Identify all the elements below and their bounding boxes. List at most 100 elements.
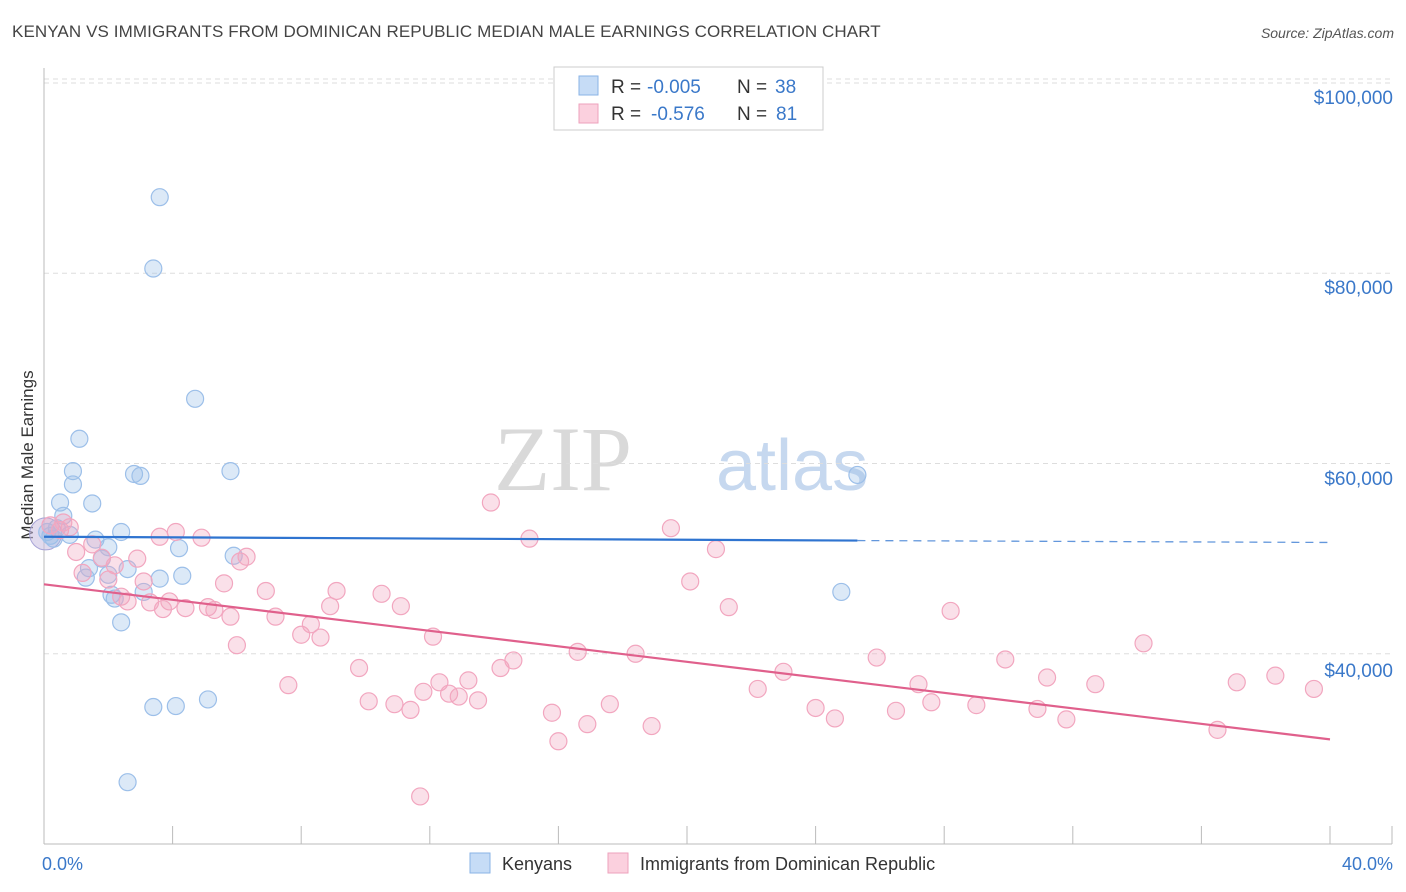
kenyans-point-25 <box>144 259 163 278</box>
dominican-point-41 <box>401 700 420 719</box>
dominican-point-82 <box>1266 666 1285 685</box>
dominican-point-58 <box>626 644 645 663</box>
dominican-point-46 <box>449 687 468 706</box>
dominican-point-83 <box>1304 679 1324 699</box>
kenyans-point-26 <box>144 697 163 717</box>
legend-n-label-2: N = <box>737 104 767 125</box>
legend-r-value-1: -0.005 <box>647 77 701 98</box>
dominican-point-72 <box>941 601 960 621</box>
dominican-point-34 <box>321 597 340 616</box>
kenyans-point-7 <box>63 462 83 481</box>
dominican-point-16 <box>153 599 173 619</box>
legend-n-value-2: 81 <box>776 104 797 125</box>
dominican-point-80 <box>1208 720 1227 739</box>
kenyans-point-38 <box>848 465 867 485</box>
dominican-point-69 <box>886 701 906 720</box>
kenyans-trend-extension <box>857 539 1331 544</box>
kenyans-point-32 <box>186 389 205 408</box>
dominican-point-13 <box>134 572 153 591</box>
dominican-point-38 <box>372 584 391 603</box>
kenyans-point-8 <box>63 475 83 494</box>
legend-swatch-kenyans <box>578 75 599 96</box>
legend-swatch-dominican <box>578 103 599 124</box>
kenyans-point-5 <box>54 506 73 525</box>
y-axis-label: Median Male Earnings <box>18 370 37 539</box>
trend-lines <box>43 535 1331 741</box>
dominican-point-5 <box>73 563 92 583</box>
dominican-point-4 <box>67 542 86 562</box>
kenyans-point-20 <box>112 613 131 632</box>
dominican-point-17 <box>160 592 179 611</box>
y-tick-label-60000: $60,000 <box>1324 469 1393 490</box>
dominican-point-54 <box>549 732 568 751</box>
y-tick-label-100000: $100,000 <box>1314 88 1393 109</box>
kenyans-point-23 <box>131 466 150 485</box>
kenyans-point-30 <box>169 539 189 558</box>
dominican-point-78 <box>1086 675 1105 694</box>
dominican-point-79 <box>1134 634 1153 653</box>
watermark-zip: ZIP <box>494 408 632 510</box>
legend-n-value-1: 38 <box>775 77 796 98</box>
dominican-point-36 <box>349 658 369 678</box>
dominican-point-6 <box>83 535 102 554</box>
dominican-point-64 <box>748 679 767 699</box>
dominican-point-40 <box>391 597 410 616</box>
dominican-point-9 <box>105 556 124 575</box>
x-tick-label-min: 0.0% <box>42 854 83 874</box>
dominican-point-68 <box>867 648 886 667</box>
y-tick-label-80000: $80,000 <box>1324 278 1393 299</box>
dominican-point-12 <box>128 549 147 568</box>
dominican-point-81 <box>1227 673 1246 692</box>
dominican-point-63 <box>719 598 738 617</box>
x-tick-label-max: 40.0% <box>1342 854 1393 874</box>
dominican-point-3 <box>60 518 79 537</box>
dominican-point-24 <box>221 607 240 626</box>
dominican-point-47 <box>459 671 478 690</box>
dominican-point-66 <box>806 698 825 718</box>
watermark: ZIP atlas <box>494 408 868 510</box>
legend-n-label-1: N = <box>737 77 767 98</box>
dominican-point-11 <box>118 592 137 611</box>
dominican-point-23 <box>214 574 234 593</box>
dominican-point-55 <box>568 642 587 661</box>
dominican-point-25 <box>227 636 246 655</box>
y-tick-label-40000: $40,000 <box>1324 661 1393 682</box>
dominican-point-49 <box>481 493 500 512</box>
series-legend-label-dominican: Immigrants from Dominican Republic <box>640 854 935 874</box>
dominican-point-62 <box>706 540 726 559</box>
legend-r-value-2: -0.576 <box>651 104 705 125</box>
dominican-point-48 <box>468 691 488 710</box>
kenyans-point-33 <box>198 690 218 709</box>
kenyans-point-12 <box>83 494 102 513</box>
dominican-point-33 <box>311 628 330 647</box>
dominican-point-35 <box>327 581 346 601</box>
source-label: Source: ZipAtlas.com <box>1260 25 1394 41</box>
dominican-point-56 <box>578 715 597 734</box>
dominican-point-59 <box>642 716 661 736</box>
dominican-point-28 <box>256 581 275 601</box>
legend-r-label-1: R = <box>611 77 641 98</box>
dominican-point-67 <box>825 709 844 728</box>
x-ticks <box>43 826 1393 844</box>
dominican-point-18 <box>166 522 185 542</box>
dominican-point-73 <box>967 696 986 715</box>
series-legend-swatch-kenyans <box>469 852 491 874</box>
kenyans-trend-line <box>43 535 858 542</box>
kenyans-point-15 <box>99 565 118 584</box>
dominican-point-42 <box>414 682 433 701</box>
kenyans-point-34 <box>221 462 240 481</box>
chart-title: KENYAN VS IMMIGRANTS FROM DOMINICAN REPU… <box>12 22 881 41</box>
dominican-point-74 <box>996 650 1015 669</box>
series-legend: Kenyans Immigrants from Dominican Republ… <box>469 852 935 874</box>
kenyans-point-22 <box>124 464 144 484</box>
dominican-point-84 <box>411 787 430 806</box>
series-legend-label-kenyans: Kenyans <box>502 854 572 874</box>
kenyans-point-28 <box>150 569 169 588</box>
dominican-point-71 <box>922 693 941 712</box>
dominican-point-37 <box>359 692 378 711</box>
dominican-point-27 <box>237 547 256 566</box>
legend-r-label-2: R = <box>611 104 641 125</box>
kenyans-point-37 <box>832 582 851 602</box>
dominican-point-60 <box>661 519 681 538</box>
dominican-point-76 <box>1037 668 1057 687</box>
